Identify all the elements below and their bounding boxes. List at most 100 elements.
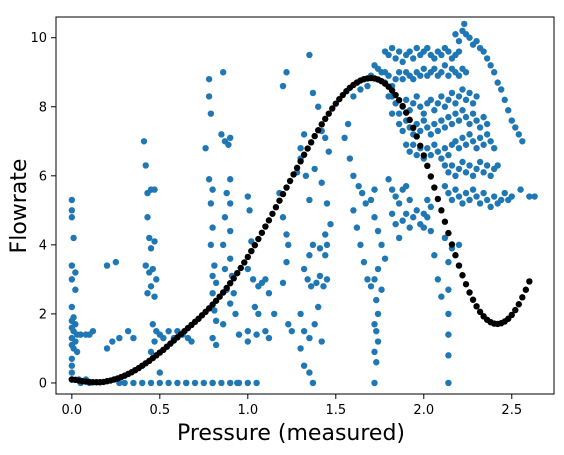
- data-point-s0-128: [244, 338, 252, 345]
- data-point-s0-433: [515, 131, 523, 138]
- data-point-s0-427: [494, 79, 501, 86]
- data-point-s0-398: [466, 196, 473, 204]
- data-point-s0-125: [253, 331, 260, 338]
- data-point-s0-188: [323, 241, 331, 249]
- data-point-s0-162: [307, 283, 315, 290]
- data-point-s0-101: [209, 334, 216, 342]
- data-point-s1-52: [251, 242, 259, 249]
- data-point-s1-51: [248, 247, 255, 255]
- data-point-s0-222: [374, 265, 382, 273]
- data-point-s1-101: [424, 162, 431, 169]
- data-point-s1-116: [476, 308, 484, 316]
- data-point-s0-21: [77, 331, 84, 338]
- x-tick-label: 0.5: [149, 403, 170, 418]
- data-point-s0-70: [147, 283, 155, 290]
- data-point-s1-105: [438, 207, 445, 214]
- data-point-s0-370: [476, 134, 484, 142]
- data-point-s0-264: [424, 44, 431, 52]
- data-point-s0-90: [205, 176, 213, 183]
- data-point-s1-128: [519, 294, 526, 301]
- data-point-s1-108: [448, 241, 456, 248]
- data-point-s0-34: [109, 338, 116, 345]
- data-point-s0-322: [473, 93, 480, 100]
- data-point-s0-230: [371, 348, 378, 356]
- data-point-s0-19: [73, 348, 81, 356]
- data-point-s1-43: [219, 289, 227, 296]
- data-point-s0-334: [434, 127, 442, 135]
- data-point-s0-168: [300, 327, 308, 335]
- data-point-s1-62: [286, 177, 294, 185]
- y-tick-label: 8: [39, 100, 47, 115]
- data-point-s0-124: [244, 327, 252, 335]
- data-point-s0-199: [346, 155, 354, 162]
- data-point-s0-54: [244, 379, 252, 387]
- data-point-s0-445: [445, 331, 452, 338]
- data-point-s0-227: [371, 321, 378, 328]
- data-point-s0-32: [103, 262, 111, 269]
- data-point-s0-113: [227, 227, 234, 235]
- data-point-s0-87: [205, 93, 213, 100]
- data-point-s1-64: [293, 164, 301, 172]
- data-point-s0-349: [402, 141, 410, 148]
- data-point-s0-202: [358, 189, 366, 197]
- data-point-s0-71: [151, 293, 158, 300]
- data-point-s0-232: [371, 379, 378, 387]
- data-point-s0-43: [147, 379, 155, 387]
- data-point-s1-63: [290, 171, 297, 178]
- data-point-s0-67: [149, 265, 156, 273]
- data-point-s0-382: [466, 162, 473, 169]
- data-point-s0-208: [357, 241, 364, 249]
- data-point-s0-129: [234, 379, 241, 387]
- data-point-s0-95: [211, 262, 218, 269]
- data-point-s0-336: [441, 124, 449, 131]
- data-point-s0-93: [209, 224, 216, 231]
- data-point-s1-127: [515, 301, 523, 308]
- data-point-s0-279: [399, 75, 406, 83]
- data-point-s0-134: [249, 276, 257, 283]
- data-point-s0-178: [309, 89, 317, 97]
- data-point-s0-133: [244, 265, 252, 273]
- data-point-s0-40: [121, 379, 128, 387]
- data-point-s1-94: [399, 102, 406, 110]
- y-tick-label: 0: [39, 376, 47, 391]
- data-point-s0-391: [441, 182, 449, 190]
- data-point-s0-417: [461, 20, 468, 28]
- data-point-s0-324: [399, 127, 406, 135]
- data-point-s0-172: [318, 338, 325, 345]
- data-point-s0-284: [417, 72, 424, 79]
- data-point-s0-33: [112, 258, 120, 266]
- data-point-s0-233: [385, 176, 392, 183]
- data-point-s0-347: [480, 113, 487, 121]
- data-point-s0-7: [72, 286, 79, 293]
- data-point-s0-368: [469, 138, 477, 145]
- data-point-s0-209: [360, 258, 368, 266]
- data-point-s0-111: [227, 200, 234, 207]
- data-point-s1-60: [279, 190, 287, 198]
- data-point-s0-61: [144, 214, 151, 221]
- data-point-s0-400: [473, 193, 480, 200]
- data-point-s1-96: [406, 116, 413, 124]
- data-point-s0-110: [223, 189, 230, 197]
- data-point-s0-108: [227, 134, 234, 142]
- data-point-s0-242: [395, 234, 403, 242]
- data-point-s0-410: [508, 193, 515, 200]
- data-point-s0-238: [402, 182, 410, 190]
- data-point-s0-315: [448, 89, 456, 97]
- data-point-s0-154: [300, 131, 308, 138]
- data-point-s0-160: [300, 265, 308, 273]
- data-point-s1-73: [325, 110, 332, 117]
- data-point-s0-434: [519, 138, 526, 145]
- data-point-s0-249: [420, 224, 427, 231]
- data-point-s1-68: [307, 139, 315, 146]
- data-point-s0-341: [459, 107, 466, 114]
- data-point-s0-355: [424, 144, 431, 152]
- data-point-s0-436: [424, 196, 431, 204]
- data-point-s0-297: [462, 69, 470, 76]
- data-point-s0-163: [313, 279, 320, 287]
- data-point-s0-364: [455, 144, 463, 152]
- data-point-s0-225: [373, 296, 380, 304]
- data-point-s1-102: [427, 173, 435, 180]
- data-point-s0-49: [200, 379, 208, 387]
- data-point-s0-321: [469, 100, 477, 107]
- data-point-s0-332: [427, 131, 435, 138]
